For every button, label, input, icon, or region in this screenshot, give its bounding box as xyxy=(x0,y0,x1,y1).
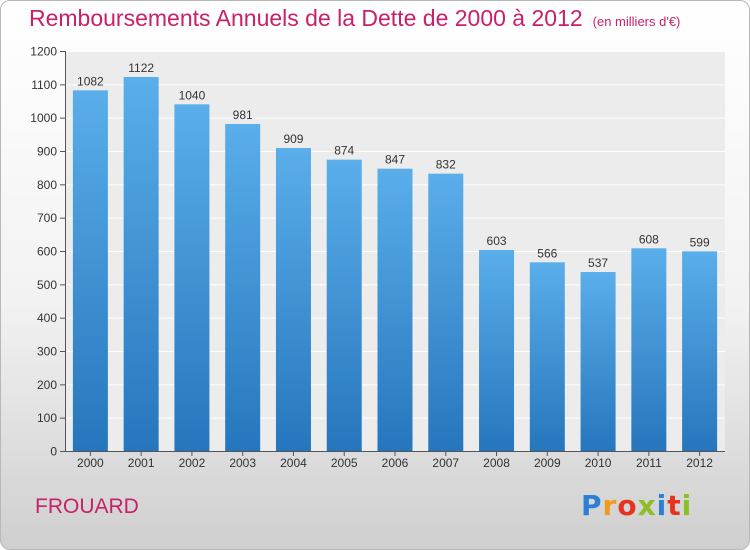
x-tick-label: 2011 xyxy=(636,456,662,470)
bar-2000 xyxy=(72,90,108,451)
y-tick-label: 700 xyxy=(37,211,57,225)
y-tick-label: 100 xyxy=(37,411,57,425)
bar-value-label: 847 xyxy=(385,153,405,167)
bar-2006 xyxy=(377,168,413,451)
bar-2010 xyxy=(580,272,616,451)
x-tick-label: 2008 xyxy=(483,456,510,470)
chart-title-text: Remboursements Annuels de la Dette de 20… xyxy=(29,5,583,31)
y-tick-label: 900 xyxy=(37,145,57,159)
bar-value-label: 874 xyxy=(334,144,354,158)
y-tick-label: 0 xyxy=(50,445,57,459)
bar-2012 xyxy=(682,251,718,451)
bar-2005 xyxy=(326,159,362,451)
x-tick-label: 2005 xyxy=(331,456,358,470)
bar-value-label: 566 xyxy=(537,246,557,260)
logo-letter: P xyxy=(581,489,603,522)
logo-letter: x xyxy=(637,489,657,522)
bar-2009 xyxy=(529,262,565,451)
bar-value-label: 537 xyxy=(588,256,608,270)
logo-letter: i xyxy=(656,489,668,522)
x-tick-label: 2001 xyxy=(128,456,155,470)
bar-value-label: 1082 xyxy=(77,74,104,88)
x-tick-label: 2007 xyxy=(432,456,459,470)
bar-2011 xyxy=(631,248,667,451)
x-tick-label: 2009 xyxy=(534,456,561,470)
x-tick-label: 2010 xyxy=(585,456,612,470)
bar-value-label: 1040 xyxy=(179,88,206,102)
chart-title: Remboursements Annuels de la Dette de 20… xyxy=(29,5,680,32)
bar-value-label: 981 xyxy=(233,108,253,122)
x-tick-label: 2012 xyxy=(686,456,713,470)
logo-letter: i xyxy=(681,489,693,522)
y-tick-label: 200 xyxy=(37,378,57,392)
x-tick-label: 2004 xyxy=(280,456,307,470)
bar-value-label: 909 xyxy=(283,132,303,146)
chart-unit: (en milliers d'€) xyxy=(592,14,681,29)
y-tick-label: 600 xyxy=(37,245,57,259)
bar-2002 xyxy=(174,104,210,451)
y-tick-label: 400 xyxy=(37,311,57,325)
y-tick-label: 500 xyxy=(37,278,57,292)
bar-value-label: 603 xyxy=(487,234,507,248)
bar-2001 xyxy=(123,77,159,451)
bar-2007 xyxy=(428,173,464,451)
logo-letter: r xyxy=(602,489,618,522)
bar-value-label: 1122 xyxy=(128,61,154,75)
bar-2008 xyxy=(479,250,515,451)
location-name: FROUARD xyxy=(35,495,139,518)
proxiti-logo: Proxiti xyxy=(581,489,692,522)
logo-letter: t xyxy=(667,489,682,522)
x-tick-label: 2000 xyxy=(77,456,104,470)
y-tick-label: 1000 xyxy=(30,111,57,125)
bar-value-label: 599 xyxy=(690,235,710,249)
x-tick-label: 2006 xyxy=(382,456,409,470)
bar-2003 xyxy=(225,124,261,451)
bar-2004 xyxy=(275,148,311,451)
bar-value-label: 832 xyxy=(436,158,456,172)
x-tick-label: 2002 xyxy=(179,456,206,470)
x-tick-label: 2003 xyxy=(229,456,256,470)
bar-value-label: 608 xyxy=(639,232,659,246)
y-tick-label: 300 xyxy=(37,345,57,359)
logo-letter: o xyxy=(617,489,638,522)
y-tick-label: 800 xyxy=(37,178,57,192)
y-tick-label: 1200 xyxy=(30,45,57,59)
y-tick-label: 1100 xyxy=(31,78,57,92)
